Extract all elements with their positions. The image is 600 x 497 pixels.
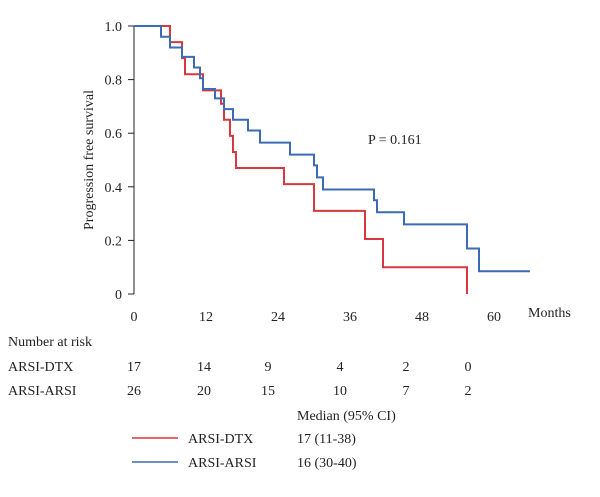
risk-count: 20 [197, 384, 211, 399]
y-tick-label: 0.6 [105, 127, 123, 142]
risk-count: 7 [403, 384, 410, 399]
risk-count: 2 [465, 384, 472, 399]
x-axis-label: Months [528, 306, 571, 321]
series-line-arsi-dtx [134, 25, 468, 294]
risk-row-label: ARSI-DTX [8, 360, 73, 375]
x-tick-label: 36 [343, 310, 357, 325]
series-line-arsi-arsi [134, 25, 530, 273]
legend-series-name: ARSI-DTX [188, 432, 253, 447]
risk-count: 0 [465, 360, 472, 375]
x-tick-label: 12 [199, 310, 213, 325]
x-tick-label: 48 [415, 310, 429, 325]
y-tick-label: 1.0 [105, 20, 123, 35]
y-tick-label: 0 [115, 288, 122, 303]
series-layer [134, 25, 530, 294]
risk-count: 2 [403, 360, 410, 375]
risk-count: 14 [197, 360, 211, 375]
x-tick-label: 24 [271, 310, 285, 325]
y-tick-label: 0.8 [105, 74, 123, 89]
legend-median-ci: 16 (30-40) [297, 456, 357, 471]
p-value-annotation: P = 0.161 [368, 133, 422, 148]
risk-count: 26 [127, 384, 141, 399]
risk-table-title: Number at risk [8, 335, 92, 350]
y-axis-label: Progression free survival [82, 90, 97, 230]
y-tick-label: 0.4 [105, 181, 123, 196]
risk-count: 17 [127, 360, 141, 375]
risk-count: 10 [333, 384, 347, 399]
legend-series-name: ARSI-ARSI [188, 456, 257, 471]
risk-row-label: ARSI-ARSI [8, 384, 77, 399]
x-tick-label: 0 [131, 310, 138, 325]
x-tick-label: 60 [487, 310, 501, 325]
legend-median-ci: 17 (11-38) [297, 432, 356, 447]
legend: Median (95% CI) ARSI-DTX 17 (11-38) ARSI-AR… [132, 409, 396, 471]
labels-layer: Progression free survival Months P = 0.161 [82, 90, 571, 321]
risk-count: 15 [261, 384, 275, 399]
axes: 0 0.2 0.4 0.6 0.8 1.0 0 12 24 36 48 60 [105, 20, 502, 325]
risk-count: 4 [337, 360, 344, 375]
legend-header: Median (95% CI) [297, 409, 396, 424]
risk-count: 9 [265, 360, 272, 375]
y-tick-label: 0.2 [105, 234, 123, 249]
